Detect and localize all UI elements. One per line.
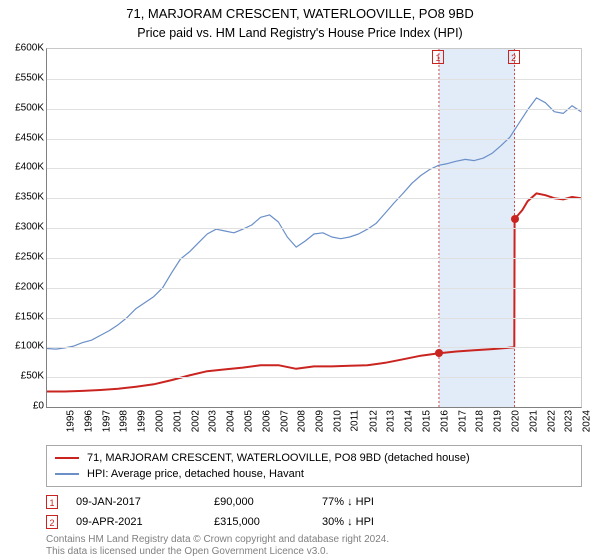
y-tick-label: £50K (4, 371, 44, 382)
legend-row-red: 71, MARJORAM CRESCENT, WATERLOOVILLE, PO… (55, 450, 573, 466)
x-tick-label: 2022 (546, 410, 557, 432)
x-tick-label: 1999 (136, 410, 147, 432)
x-tick-label: 1998 (119, 410, 130, 432)
x-tick-label: 2018 (475, 410, 486, 432)
chart-container: 71, MARJORAM CRESCENT, WATERLOOVILLE, PO… (0, 0, 600, 560)
x-tick-label: 2006 (261, 410, 272, 432)
x-tick-label: 2012 (368, 410, 379, 432)
chart-subtitle: Price paid vs. HM Land Registry's House … (0, 26, 600, 40)
copyright-line-2: This data is licensed under the Open Gov… (46, 546, 389, 558)
x-tick-label: 2004 (225, 410, 236, 432)
copyright: Contains HM Land Registry data © Crown c… (46, 534, 389, 558)
x-tick-label: 2020 (510, 410, 521, 432)
legend-swatch-red (55, 457, 79, 459)
x-tick-label: 2014 (403, 410, 414, 432)
x-tick-label: 2009 (314, 410, 325, 432)
y-tick-label: £200K (4, 281, 44, 292)
y-tick-label: £150K (4, 311, 44, 322)
sale-date: 09-APR-2021 (76, 516, 196, 528)
sale-number-box: 2 (46, 515, 58, 529)
x-tick-label: 2017 (457, 410, 468, 432)
x-tick-label: 2008 (297, 410, 308, 432)
sale-diff: 77% ↓ HPI (322, 496, 422, 508)
chart-title: 71, MARJORAM CRESCENT, WATERLOOVILLE, PO… (0, 6, 600, 21)
x-tick-label: 2016 (439, 410, 450, 432)
sale-dot (511, 215, 519, 223)
x-tick-label: 2021 (528, 410, 539, 432)
y-tick-label: £100K (4, 341, 44, 352)
sale-price: £90,000 (214, 496, 304, 508)
x-tick-label: 1997 (101, 410, 112, 432)
x-tick-label: 2000 (154, 410, 165, 432)
sale-date: 09-JAN-2017 (76, 496, 196, 508)
sale-diff: 30% ↓ HPI (322, 516, 422, 528)
sale-dot (435, 349, 443, 357)
x-tick-label: 1995 (65, 410, 76, 432)
y-tick-label: £400K (4, 162, 44, 173)
y-tick-label: £350K (4, 192, 44, 203)
plot-area (46, 48, 582, 408)
sale-number-box: 1 (46, 495, 58, 509)
sales-table: 1 09-JAN-2017 £90,000 77% ↓ HPI 2 09-APR-2021… (46, 492, 422, 532)
x-tick-label: 2007 (279, 410, 290, 432)
legend-label-blue: HPI: Average price, detached house, Hava… (87, 466, 304, 482)
x-tick-label: 2013 (386, 410, 397, 432)
legend-row-blue: HPI: Average price, detached house, Hava… (55, 466, 573, 482)
y-tick-label: £250K (4, 251, 44, 262)
y-tick-label: £0 (4, 401, 44, 412)
x-tick-label: 2019 (492, 410, 503, 432)
y-tick-label: £500K (4, 102, 44, 113)
x-tick-label: 2005 (243, 410, 254, 432)
x-tick-label: 2010 (332, 410, 343, 432)
x-tick-label: 2003 (208, 410, 219, 432)
x-tick-label: 1996 (83, 410, 94, 432)
sale-row: 2 09-APR-2021 £315,000 30% ↓ HPI (46, 512, 422, 532)
copyright-line-1: Contains HM Land Registry data © Crown c… (46, 534, 389, 546)
legend-label-red: 71, MARJORAM CRESCENT, WATERLOOVILLE, PO… (87, 450, 470, 466)
sale-marker-box: 1 (432, 50, 444, 64)
sale-row: 1 09-JAN-2017 £90,000 77% ↓ HPI (46, 492, 422, 512)
y-tick-label: £450K (4, 132, 44, 143)
sale-marker-box: 2 (508, 50, 520, 64)
sale-price: £315,000 (214, 516, 304, 528)
y-tick-label: £600K (4, 43, 44, 54)
x-tick-label: 2023 (564, 410, 575, 432)
y-tick-label: £300K (4, 222, 44, 233)
x-tick-label: 2015 (421, 410, 432, 432)
x-tick-label: 2002 (190, 410, 201, 432)
x-tick-label: 2011 (349, 410, 360, 432)
y-tick-label: £550K (4, 72, 44, 83)
x-tick-label: 2001 (172, 410, 183, 432)
x-tick-label: 2024 (581, 410, 592, 432)
legend-swatch-blue (55, 473, 79, 474)
legend: 71, MARJORAM CRESCENT, WATERLOOVILLE, PO… (46, 445, 582, 487)
